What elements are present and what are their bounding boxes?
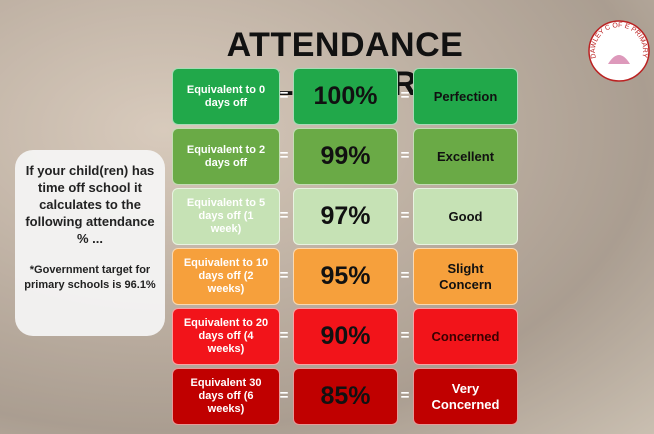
equals-sign: =: [279, 207, 289, 224]
note-box: If your child(ren) has time off school i…: [15, 150, 165, 336]
equals-sign: =: [279, 327, 289, 344]
percent-box: 99%: [293, 128, 398, 185]
days-box: Equivalent to 0 days off: [172, 68, 280, 125]
equals-sign: =: [279, 147, 289, 164]
percent-box: 95%: [293, 248, 398, 305]
label-box: Slight Concern: [413, 248, 518, 305]
percent-box: 100%: [293, 68, 398, 125]
equals-sign: =: [400, 87, 410, 104]
days-box: Equivalent to 20 days off (4 weeks): [172, 308, 280, 365]
days-box: Equivalent to 10 days off (2 weeks): [172, 248, 280, 305]
equals-sign: =: [279, 267, 289, 284]
equals-sign: =: [400, 267, 410, 284]
logo: DAWLEY C OF E PRIMARY ACADEMY: [586, 6, 650, 82]
percent-box: 85%: [293, 368, 398, 425]
days-box: Equivalent 30 days off (6 weeks): [172, 368, 280, 425]
target-text: *Government target for primary schools i…: [24, 264, 156, 291]
label-box: Good: [413, 188, 518, 245]
logo-circle: [588, 20, 650, 82]
label-box: Very Concerned: [413, 368, 518, 425]
label-box: Perfection: [413, 68, 518, 125]
percent-box: 97%: [293, 188, 398, 245]
equals-sign: =: [400, 387, 410, 404]
label-box: Concerned: [413, 308, 518, 365]
logo-hands: [608, 55, 630, 64]
equals-sign: =: [400, 327, 410, 344]
percent-box: 90%: [293, 308, 398, 365]
label-box: Excellent: [413, 128, 518, 185]
equals-sign: =: [400, 207, 410, 224]
days-box: Equivalent to 5 days off (1 week): [172, 188, 280, 245]
equals-sign: =: [279, 387, 289, 404]
equals-sign: =: [279, 87, 289, 104]
days-box: Equivalent to 2 days off: [172, 128, 280, 185]
equals-sign: =: [400, 147, 410, 164]
note-text: If your child(ren) has time off school i…: [25, 163, 155, 246]
